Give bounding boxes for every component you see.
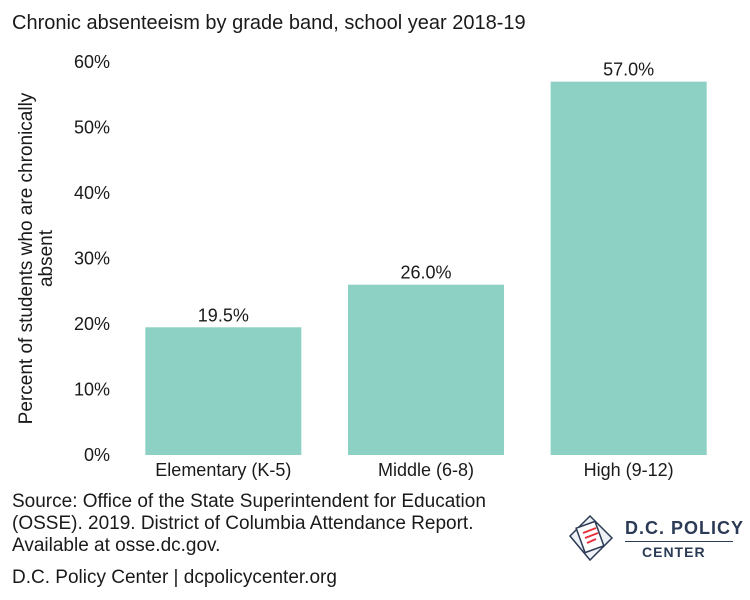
y-tick-label: 20% [74, 314, 110, 334]
bars [145, 81, 707, 456]
bar [145, 327, 302, 455]
x-axis-ticks: Elementary (K-5) Middle (6-8) High (9-12) [155, 460, 673, 480]
x-tick-label: Elementary (K-5) [155, 460, 291, 480]
logo-name: D.C. POLICY [625, 518, 745, 538]
y-axis-title: Percent of students who are chronicallya… [16, 92, 57, 424]
bar [347, 284, 505, 455]
bar-data-labels: 19.5% 26.0% 57.0% [198, 60, 654, 326]
x-tick-label: High (9-12) [584, 460, 674, 480]
bar-data-label: 57.0% [603, 60, 654, 80]
y-axis-ticks: 0% 10% 20% 30% 40% 50% 60% [74, 52, 110, 465]
logo-divider [625, 541, 733, 542]
footer-credit: D.C. Policy Center | dcpolicycenter.org [12, 567, 337, 588]
y-tick-label: 60% [74, 52, 110, 72]
y-tick-label: 30% [74, 249, 110, 269]
y-tick-label: 0% [84, 445, 110, 465]
bar-data-label: 19.5% [198, 305, 249, 325]
source-note: Source: Office of the State Superintende… [12, 491, 486, 556]
bar-data-label: 26.0% [400, 263, 451, 283]
y-axis-title-group: Percent of students who are chronicallya… [16, 92, 57, 424]
x-tick-label: Middle (6-8) [378, 460, 474, 480]
dc-map-document-icon [568, 514, 614, 562]
y-tick-label: 10% [74, 380, 110, 400]
chart-title: Chronic absenteeism by grade band, schoo… [12, 12, 526, 34]
bar [550, 81, 707, 456]
y-tick-label: 50% [74, 118, 110, 138]
y-tick-label: 40% [74, 183, 110, 203]
dc-policy-center-logo: D.C. POLICY CENTER [560, 508, 743, 568]
logo-subtitle: CENTER [642, 544, 706, 560]
